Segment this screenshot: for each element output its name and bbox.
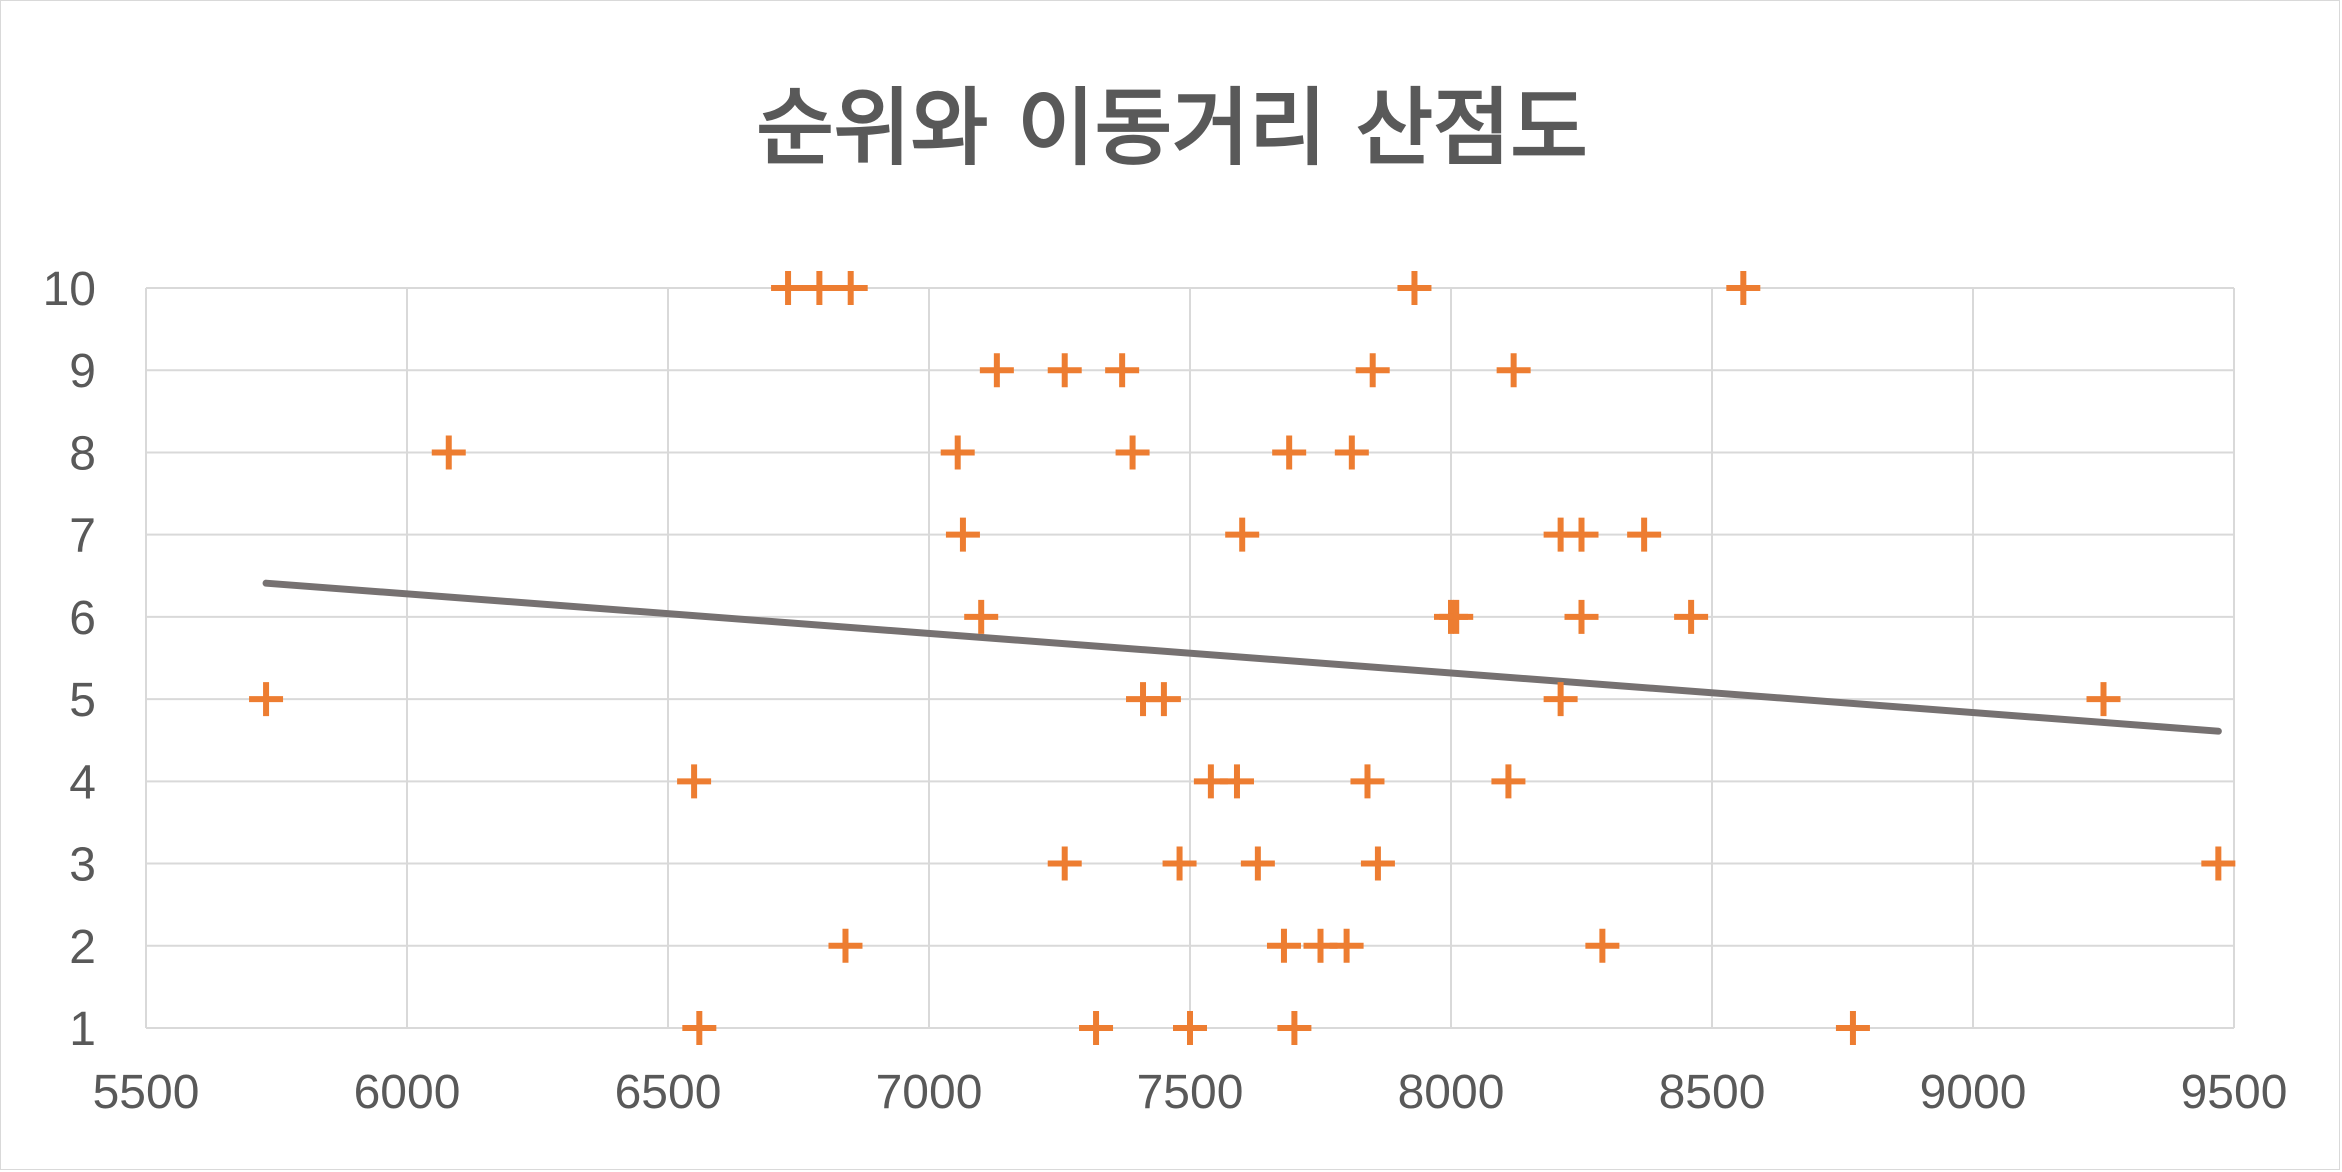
- data-point: [1360, 846, 1395, 881]
- data-point: [1047, 846, 1082, 881]
- data-point: [1162, 846, 1197, 881]
- axis-labels: 1 2 3 4 5 6 7 8 9 10 5500 6000 6500 7000 7500 8000 8500 9…: [43, 263, 2288, 1119]
- data-point: [1491, 764, 1526, 799]
- data-point: [1079, 1011, 1114, 1045]
- data-point: [2201, 846, 2236, 881]
- data-point: [833, 271, 868, 305]
- data-point: [1543, 682, 1578, 717]
- data-point: [1329, 928, 1364, 963]
- data-point: [1240, 846, 1275, 881]
- data-points: [249, 271, 2236, 1045]
- data-point: [1355, 353, 1390, 388]
- y-tick-label-1: 1: [69, 1003, 96, 1056]
- data-point: [1277, 1011, 1312, 1045]
- x-tick-label-8000: 8000: [1398, 1066, 1505, 1119]
- x-tick-label-6000: 6000: [354, 1066, 461, 1119]
- x-tick-label-6500: 6500: [615, 1066, 722, 1119]
- data-point: [1047, 353, 1082, 388]
- data-point: [1105, 353, 1140, 388]
- x-tick-label-5500: 5500: [93, 1066, 200, 1119]
- data-point: [945, 517, 980, 552]
- data-point: [1585, 928, 1620, 963]
- data-point: [1173, 1011, 1207, 1045]
- grid-lines: [145, 287, 2235, 1029]
- data-point: [771, 271, 806, 305]
- data-point: [1115, 435, 1150, 470]
- y-tick-label-2: 2: [69, 921, 96, 974]
- data-point: [828, 928, 863, 963]
- y-tick-label-4: 4: [69, 756, 96, 809]
- data-point: [1726, 271, 1761, 305]
- data-point: [249, 682, 284, 717]
- y-tick-label-8: 8: [69, 427, 96, 480]
- y-tick-label-6: 6: [69, 592, 96, 645]
- data-point: [1397, 271, 1432, 305]
- data-point: [1564, 599, 1599, 634]
- trendline: [262, 579, 2222, 735]
- data-point: [682, 1011, 717, 1045]
- y-tick-label-5: 5: [69, 674, 96, 727]
- x-tick-label-9000: 9000: [1920, 1066, 2027, 1119]
- data-point: [1350, 764, 1385, 799]
- chart-title: 순위와 이동거리 산점도: [756, 79, 1588, 177]
- y-tick-label-9: 9: [69, 345, 96, 398]
- data-point: [1439, 599, 1474, 634]
- x-tick-label-8500: 8500: [1659, 1066, 1766, 1119]
- x-tick-label-7000: 7000: [876, 1066, 983, 1119]
- data-point: [1272, 435, 1307, 470]
- x-tick-label-7500: 7500: [1137, 1066, 1244, 1119]
- x-tick-label-9500: 9500: [2181, 1066, 2288, 1119]
- data-point: [802, 271, 837, 305]
- data-point: [1334, 435, 1369, 470]
- data-point: [2086, 682, 2121, 717]
- data-point: [677, 764, 712, 799]
- data-point: [1564, 517, 1599, 552]
- y-tick-label-7: 7: [69, 510, 96, 563]
- data-point: [1496, 353, 1531, 388]
- data-point: [1627, 517, 1662, 552]
- data-point: [964, 599, 999, 634]
- data-point: [1266, 928, 1301, 963]
- data-point: [1225, 517, 1260, 552]
- trendline-group: [262, 579, 2222, 735]
- data-point: [1146, 682, 1181, 717]
- data-point: [1835, 1011, 1870, 1045]
- data-point: [1674, 599, 1709, 634]
- y-tick-label-3: 3: [69, 839, 96, 892]
- data-point: [431, 435, 466, 470]
- y-tick-label-10: 10: [43, 263, 96, 316]
- data-point: [979, 353, 1014, 388]
- data-point: [1219, 764, 1254, 799]
- data-point: [940, 435, 975, 470]
